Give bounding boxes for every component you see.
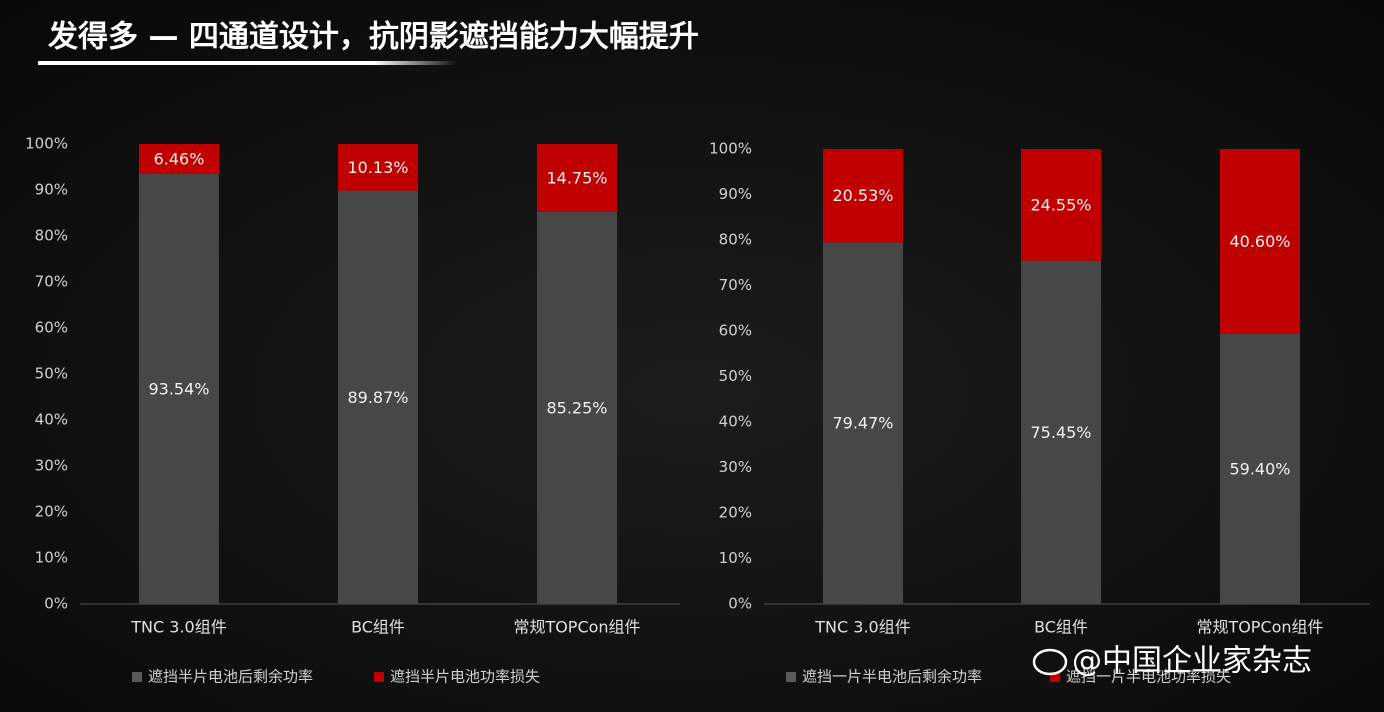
y-tick-label: 100% <box>709 140 752 158</box>
bar-segment <box>1021 149 1101 261</box>
x-tick-label: TNC 3.0组件 <box>814 618 910 637</box>
x-tick-label: 常规TOPCon组件 <box>1196 618 1323 637</box>
y-tick-label: 80% <box>35 227 68 245</box>
bar-segment <box>1220 149 1300 334</box>
bar-segment <box>823 242 903 604</box>
y-tick-label: 40% <box>35 411 68 429</box>
value-label: 20.53% <box>832 186 893 205</box>
title-underline <box>38 61 458 65</box>
value-label: 24.55% <box>1030 195 1091 214</box>
y-tick-label: 50% <box>719 367 752 385</box>
bar-segment <box>537 144 617 212</box>
bar-segment <box>338 144 418 191</box>
legend-label: 遮挡半片电池后剩余功率 <box>148 668 313 686</box>
value-label: 40.60% <box>1229 232 1290 251</box>
bar-segment <box>139 173 219 604</box>
legend-swatch <box>132 672 142 682</box>
slide-title: 发得多 — 四通道设计，抗阴影遮挡能力大幅提升 <box>47 20 699 55</box>
y-tick-label: 0% <box>44 595 68 613</box>
y-tick-label: 70% <box>35 273 68 291</box>
bar-segment <box>338 190 418 604</box>
y-tick-label: 90% <box>35 181 68 199</box>
value-label: 85.25% <box>546 398 607 417</box>
y-tick-label: 80% <box>719 231 752 249</box>
legend-swatch <box>374 672 384 682</box>
value-label: 6.46% <box>154 149 205 168</box>
y-tick-label: 20% <box>719 504 752 522</box>
x-tick-label: BC组件 <box>1034 618 1088 637</box>
bar-segment <box>139 144 219 174</box>
y-tick-label: 60% <box>35 319 68 337</box>
y-tick-label: 100% <box>25 135 68 153</box>
value-label: 89.87% <box>347 388 408 407</box>
bar-segment <box>537 211 617 604</box>
value-label: 79.47% <box>832 414 893 433</box>
watermark: @中国企业家杂志 <box>1032 644 1312 679</box>
x-tick-label: TNC 3.0组件 <box>130 618 226 637</box>
x-tick-label: BC组件 <box>351 618 405 637</box>
bar-segment <box>1220 333 1300 604</box>
value-label: 14.75% <box>546 168 607 187</box>
y-tick-label: 70% <box>719 276 752 294</box>
value-label: 59.40% <box>1229 459 1290 478</box>
y-tick-label: 30% <box>719 458 752 476</box>
legend-label: 遮挡一片半电池功率损失 <box>1066 668 1231 686</box>
y-tick-label: 60% <box>719 322 752 340</box>
bar-segment <box>823 149 903 243</box>
watermark-icon <box>1032 648 1068 676</box>
y-tick-label: 10% <box>719 549 752 567</box>
legend-label: 遮挡一片半电池后剩余功率 <box>802 668 982 686</box>
value-label: 75.45% <box>1030 423 1091 442</box>
legend-swatch <box>1050 672 1060 682</box>
y-tick-label: 50% <box>35 365 68 383</box>
watermark-text: @中国企业家杂志 <box>1072 644 1312 679</box>
legend-swatch <box>786 672 796 682</box>
legend-label: 遮挡半片电池功率损失 <box>390 668 540 686</box>
value-label: 93.54% <box>148 379 209 398</box>
bar-segment <box>1021 260 1101 604</box>
value-label: 10.13% <box>347 158 408 177</box>
y-tick-label: 90% <box>719 185 752 203</box>
y-tick-label: 40% <box>719 413 752 431</box>
y-tick-label: 10% <box>35 549 68 567</box>
y-tick-label: 30% <box>35 457 68 475</box>
x-tick-label: 常规TOPCon组件 <box>513 618 640 637</box>
y-tick-label: 0% <box>728 595 752 613</box>
y-tick-label: 20% <box>35 503 68 521</box>
